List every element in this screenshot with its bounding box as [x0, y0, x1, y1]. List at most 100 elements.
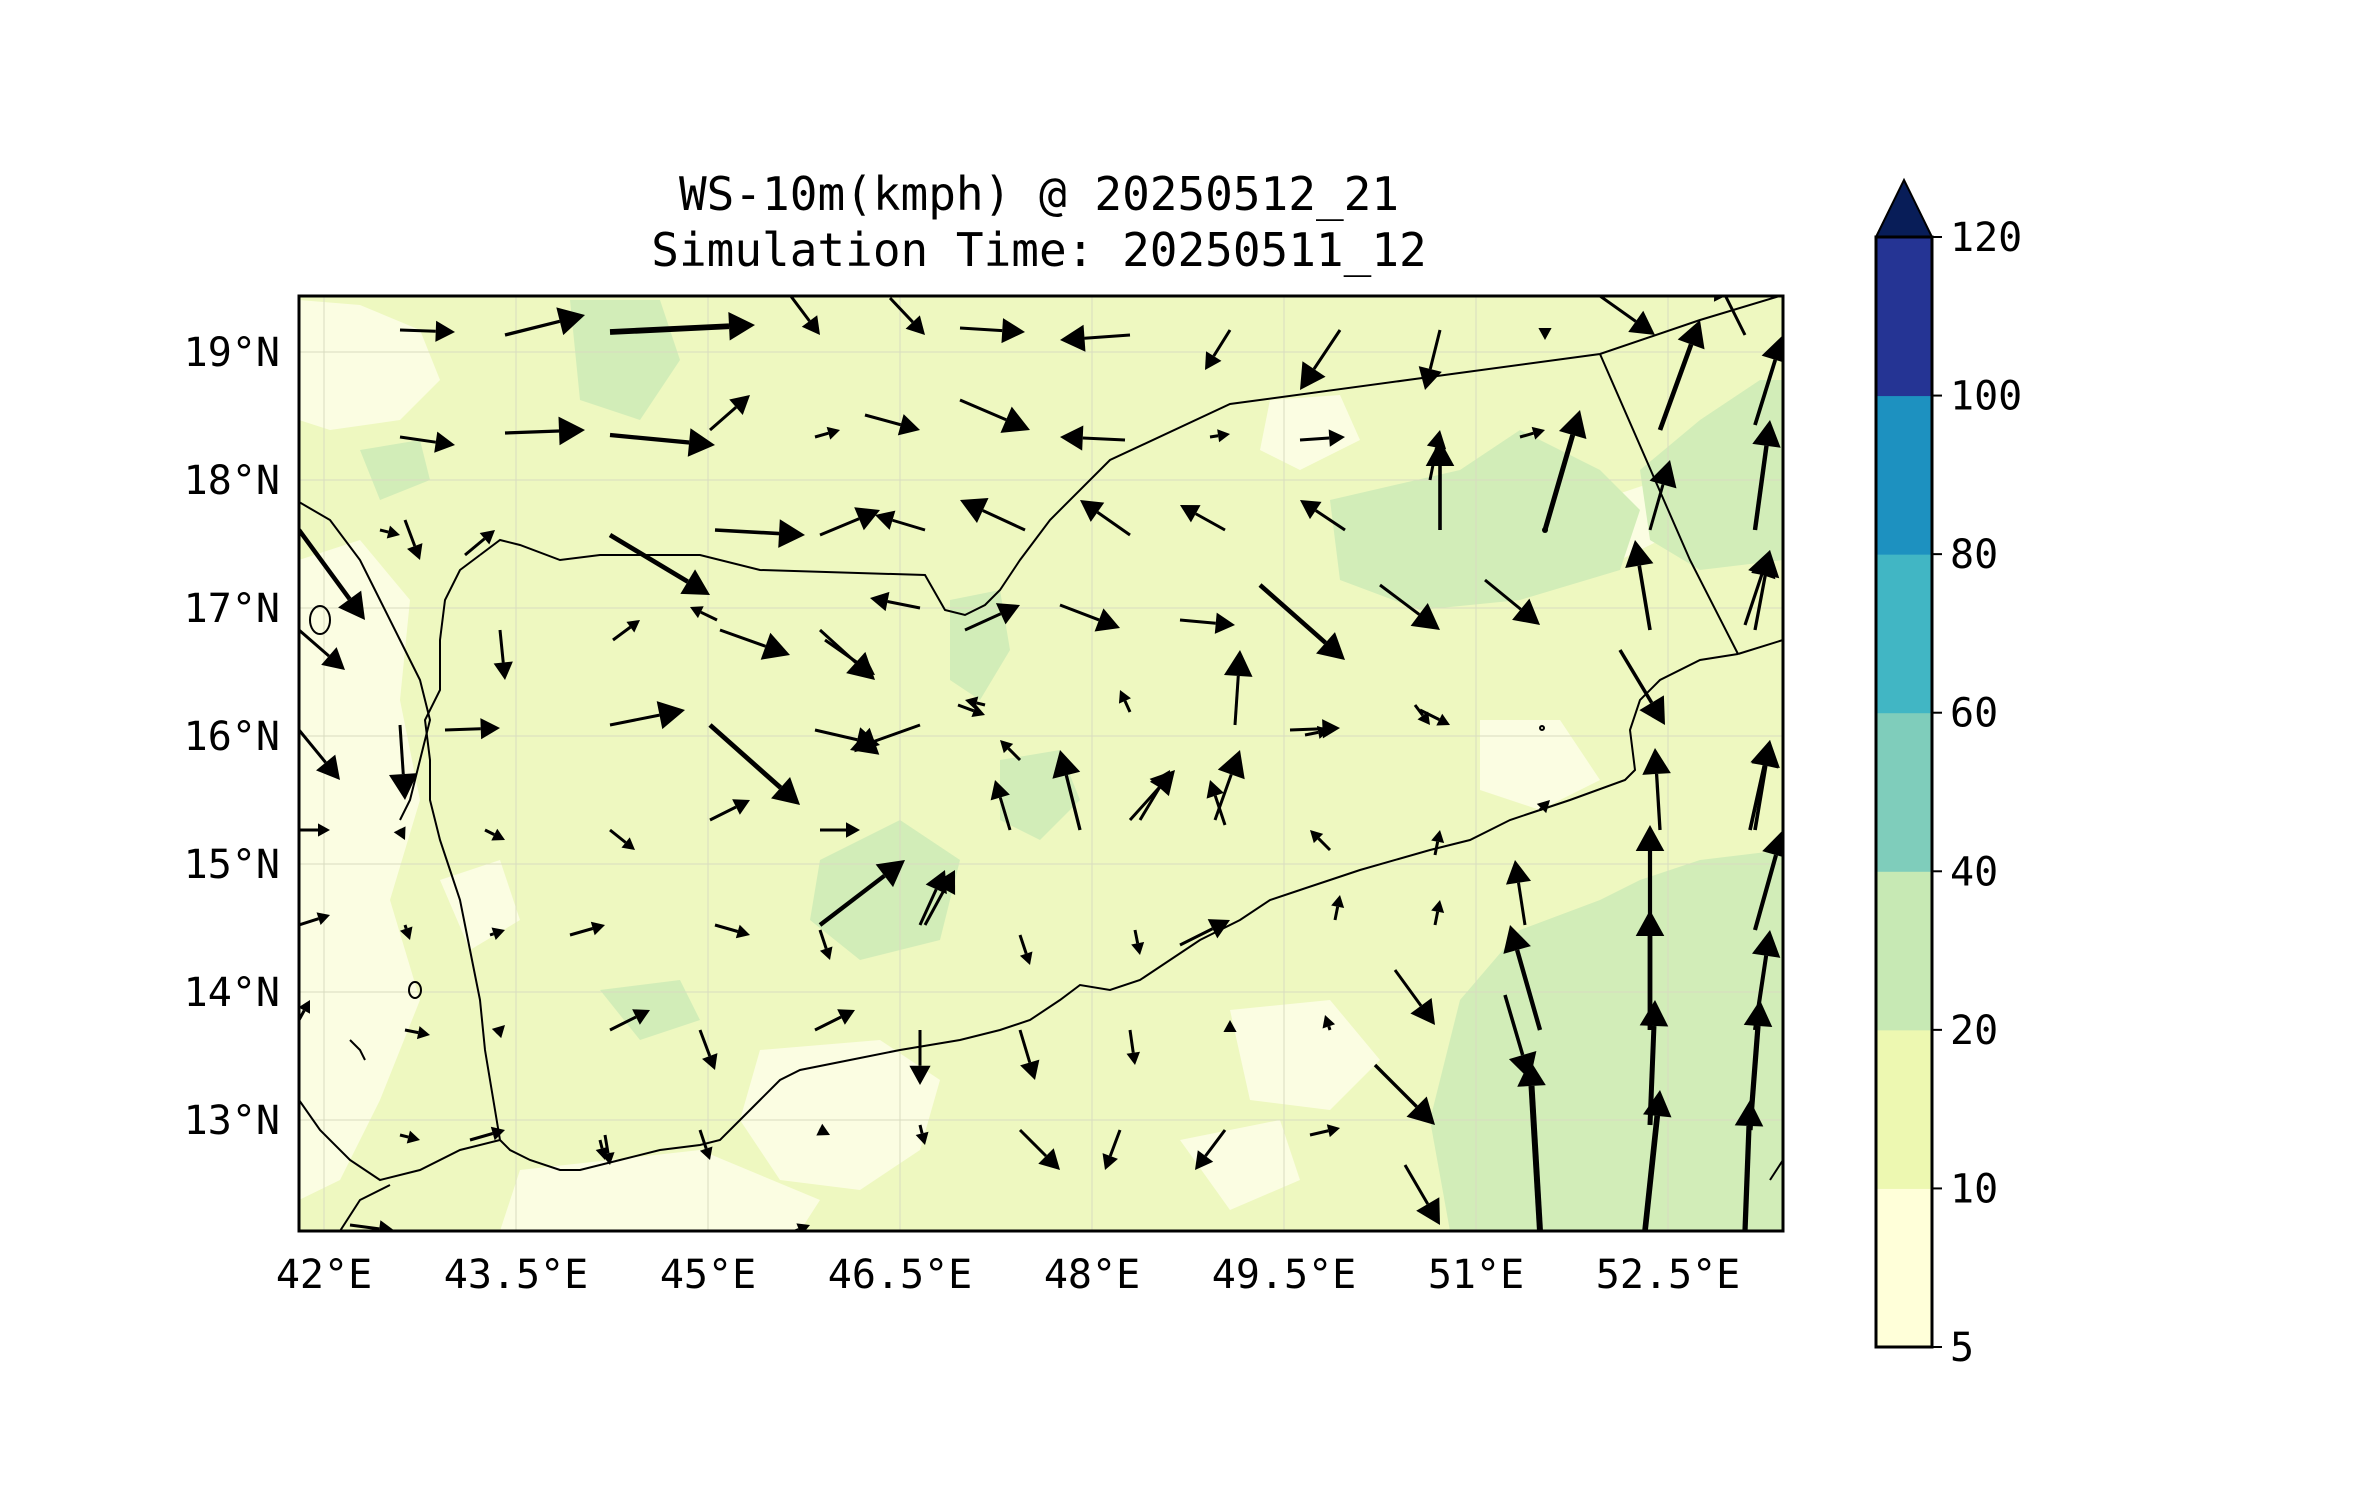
- wind-arrow: [816, 1123, 830, 1136]
- wind-arrow: [1195, 1129, 1227, 1170]
- wind-arrow: [1625, 540, 1654, 631]
- lat-axis: 19°N 18°N 17°N 16°N 15°N 14°N 13°N: [184, 330, 280, 1144]
- wind-arrow: [504, 416, 585, 446]
- wind-arrow: [1299, 429, 1345, 447]
- lat-tick-label: 15°N: [184, 842, 280, 888]
- wind-arrow: [609, 311, 755, 341]
- wind-arrow: [923, 870, 956, 926]
- wind-arrow: [404, 1026, 430, 1040]
- wind-arrow: [909, 1030, 931, 1085]
- map-gridlines: [299, 296, 1783, 1231]
- colorbar-band: [1876, 871, 1932, 1031]
- wind-arrow: [819, 507, 880, 537]
- wind-arrow: [965, 696, 986, 710]
- wind-arrow: [612, 620, 640, 642]
- wind-arrow: [484, 828, 505, 841]
- wind-arrow: [1542, 410, 1587, 531]
- wind-arrow: [469, 1126, 505, 1142]
- wind-arrow: [299, 528, 365, 620]
- wind-arrow: [1648, 460, 1677, 531]
- wind-arrow: [1505, 860, 1532, 926]
- wind-arrow: [464, 530, 495, 557]
- lon-tick-label: 43.5°E: [444, 1252, 589, 1298]
- wind-arrow: [850, 723, 921, 755]
- wind-arrow: [709, 395, 750, 432]
- wind-arrow: [1080, 500, 1131, 537]
- wind-arrow: [1618, 649, 1665, 725]
- wind-arrow: [1536, 800, 1550, 814]
- wind-arrow: [1310, 830, 1332, 852]
- colorbar-tick-label: 60: [1950, 691, 1998, 737]
- map-title-line1: WS-10m(kmph) @ 20250512_21: [679, 167, 1399, 221]
- wind-arrow: [1431, 830, 1445, 856]
- wind-arrow: [1503, 925, 1543, 1031]
- wind-arrow: [960, 497, 1026, 532]
- colorbar-tick-label: 10: [1950, 1166, 1998, 1212]
- wind-arrow: [714, 923, 750, 939]
- wind-arrow: [1205, 329, 1232, 370]
- colorbar-tick-label: 20: [1950, 1008, 1998, 1054]
- wind-arrow: [814, 426, 840, 440]
- wind-arrow: [1138, 770, 1170, 821]
- wind-arrow: [818, 860, 905, 927]
- wind-arrow: [1752, 420, 1781, 531]
- wind-arrow: [1060, 324, 1131, 352]
- colorbar-band: [1876, 712, 1932, 872]
- wind-arrow: [1018, 1029, 1040, 1080]
- wind-arrow: [788, 296, 820, 335]
- wind-arrow: [489, 927, 505, 941]
- wind-arrow: [399, 431, 455, 453]
- wind-arrow: [714, 519, 805, 548]
- wind-arrow: [1538, 328, 1552, 340]
- wind-arrow: [595, 1139, 609, 1160]
- wind-arrow: [1018, 1128, 1060, 1170]
- colorbar-tick-label: 5: [1950, 1325, 1974, 1371]
- wind-arrow: [708, 723, 800, 805]
- colorbar-band: [1876, 1188, 1932, 1348]
- wind-arrow: [389, 724, 418, 800]
- wind-arrow: [609, 701, 685, 730]
- wind-arrow: [444, 718, 500, 740]
- wind-arrow: [609, 828, 635, 850]
- wind-arrow: [870, 591, 921, 612]
- colorbar-ticks: 5 10 20 40 60 80 100 120: [1932, 215, 2022, 1371]
- wind-arrow: [1300, 329, 1342, 390]
- wind-arrow: [1000, 740, 1022, 762]
- wind-arrow: [349, 1220, 395, 1231]
- wind-arrow: [1213, 750, 1245, 821]
- wind-arrow: [491, 1025, 505, 1039]
- wind-arrow: [1484, 578, 1540, 625]
- wind-arrow: [1180, 505, 1226, 532]
- wind-arrow: [1300, 500, 1346, 532]
- wind-arrow: [1322, 1015, 1336, 1031]
- wind-arrow: [1657, 320, 1705, 431]
- wind-arrow: [719, 628, 790, 660]
- wind-arrow: [690, 606, 718, 622]
- wind-arrow: [399, 1130, 420, 1144]
- wind-arrow: [1373, 1063, 1435, 1125]
- colorbar-tick-label: 40: [1950, 849, 1998, 895]
- lat-tick-label: 19°N: [184, 330, 280, 376]
- wind-arrow: [1425, 440, 1455, 530]
- wind-arrow: [1331, 895, 1345, 921]
- wind-arrow: [493, 629, 513, 680]
- colorbar-frame: [1874, 235, 1934, 1349]
- lat-tick-label: 17°N: [184, 586, 280, 632]
- wind-arrow: [1418, 329, 1442, 390]
- wind-arrow: [964, 603, 1020, 632]
- wind-arrow: [824, 638, 875, 675]
- lat-tick-label: 13°N: [184, 1098, 280, 1144]
- wind-arrow: [814, 1009, 855, 1032]
- lon-tick-label: 42°E: [276, 1252, 372, 1298]
- wind-arrow: [399, 924, 413, 940]
- wind-arrow: [709, 799, 750, 822]
- lon-tick-label: 52.5°E: [1596, 1252, 1741, 1298]
- lat-tick-label: 18°N: [184, 458, 280, 504]
- colorbar-extend-triangle: [1874, 177, 1934, 238]
- wind-arrow: [1209, 429, 1230, 443]
- lon-tick-label: 49.5°E: [1212, 1252, 1357, 1298]
- colorbar: 5 10 20 40 60 80 100 120: [1874, 177, 2022, 1371]
- wind-arrow: [1419, 708, 1450, 726]
- colorbar-band: [1876, 237, 1932, 397]
